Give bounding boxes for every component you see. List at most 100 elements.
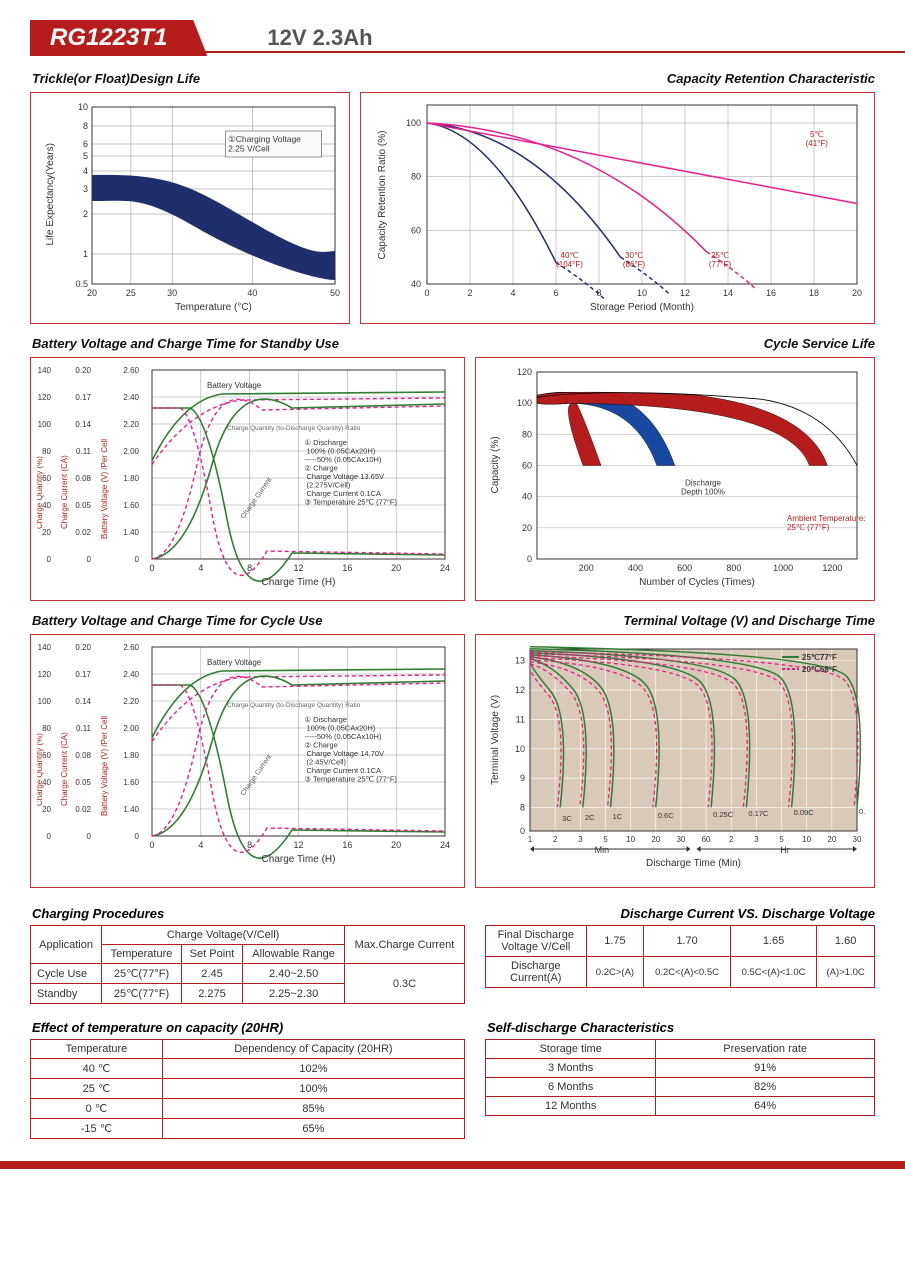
svg-text:Charge Current (CA): Charge Current (CA) [60,732,69,806]
svg-text:Charge Time (H): Charge Time (H) [262,854,336,865]
svg-text:25℃77°F: 25℃77°F [802,653,837,662]
svg-text:14: 14 [723,288,733,298]
table4-title: Self-discharge Characteristics [487,1020,875,1035]
svg-text:20: 20 [522,523,532,533]
svg-text:2: 2 [553,835,558,844]
svg-text:0.11: 0.11 [76,724,92,733]
svg-text:2C: 2C [585,813,595,822]
svg-text:16: 16 [342,840,352,850]
svg-text:8: 8 [83,121,88,131]
svg-text:2.00: 2.00 [123,447,139,456]
svg-text:24: 24 [440,840,450,850]
svg-text:Capacity Retention Ratio (%): Capacity Retention Ratio (%) [377,131,388,260]
svg-text:60: 60 [411,225,421,235]
svg-text:20: 20 [852,288,862,298]
svg-text:120: 120 [38,393,52,402]
svg-text:4: 4 [198,563,203,573]
svg-text:Battery Voltage: Battery Voltage [207,381,262,390]
svg-text:0.14: 0.14 [75,697,91,706]
svg-text:40: 40 [247,288,257,298]
chart5-title: Battery Voltage and Charge Time for Cycl… [32,613,322,628]
svg-text:0.14: 0.14 [75,420,91,429]
svg-text:0.02: 0.02 [75,528,91,537]
svg-text:0.20: 0.20 [75,643,91,652]
header: RG1223T1 12V 2.3Ah [30,20,875,56]
chart3-panel: 04812162024000200.021.40400.051.60600.08… [30,357,465,601]
svg-text:5: 5 [83,151,88,161]
svg-text:0: 0 [47,832,52,841]
svg-text:2.20: 2.20 [123,697,139,706]
svg-text:16: 16 [342,563,352,573]
svg-text:3: 3 [578,835,583,844]
svg-text:6: 6 [83,139,88,149]
svg-text:DischargeDepth 100%: DischargeDepth 100% [681,479,725,497]
svg-text:0.05: 0.05 [75,501,91,510]
svg-text:Capacity (%): Capacity (%) [490,436,501,493]
table3-title: Effect of temperature on capacity (20HR) [32,1020,465,1035]
svg-text:2: 2 [729,835,734,844]
svg-text:2.20: 2.20 [123,420,139,429]
svg-text:Charge Current (CA): Charge Current (CA) [60,455,69,529]
svg-text:2: 2 [467,288,472,298]
svg-text:Temperature (°C): Temperature (°C) [175,302,252,313]
svg-text:50: 50 [330,288,340,298]
svg-text:12: 12 [680,288,690,298]
svg-text:80: 80 [42,447,51,456]
svg-text:40℃(104°F): 40℃(104°F) [556,251,583,269]
footer-bar [0,1161,905,1169]
svg-text:20: 20 [391,840,401,850]
svg-text:Storage Period (Month): Storage Period (Month) [590,302,694,313]
svg-text:0: 0 [527,554,532,564]
svg-text:1.40: 1.40 [123,805,139,814]
svg-text:100: 100 [406,118,421,128]
svg-text:0: 0 [424,288,429,298]
svg-text:0: 0 [135,832,140,841]
svg-text:400: 400 [628,563,643,573]
svg-text:100: 100 [38,420,52,429]
svg-text:25℃(77°F): 25℃(77°F) [709,251,732,269]
svg-text:Charge Current: Charge Current [240,754,273,798]
svg-text:0: 0 [149,563,154,573]
svg-text:2.40: 2.40 [123,670,139,679]
temperature-capacity-table: TemperatureDependency of Capacity (20HR)… [30,1039,465,1139]
svg-text:25: 25 [126,288,136,298]
chart5-panel: 04812162024000200.021.40400.051.60600.08… [30,634,465,888]
svg-text:1.40: 1.40 [123,528,139,537]
svg-text:0: 0 [135,555,140,564]
svg-text:Charge Quantity (%): Charge Quantity (%) [37,456,44,529]
svg-text:5℃(41°F): 5℃(41°F) [806,130,829,148]
svg-text:40: 40 [411,279,421,289]
svg-text:2.40: 2.40 [123,393,139,402]
svg-text:Battery Voltage (V) /Per Cell: Battery Voltage (V) /Per Cell [100,439,109,539]
svg-text:24: 24 [440,563,450,573]
svg-text:3C: 3C [562,814,572,823]
svg-text:800: 800 [726,563,741,573]
svg-text:100: 100 [38,697,52,706]
svg-text:0: 0 [87,832,92,841]
svg-text:0.09C: 0.09C [794,808,815,817]
svg-text:80: 80 [411,172,421,182]
svg-text:30℃(86°F): 30℃(86°F) [623,251,646,269]
discharge-current-voltage-table: Final Discharge Voltage V/Cell1.751.701.… [485,925,875,988]
table1-title: Charging Procedures [32,906,465,921]
svg-text:100: 100 [517,398,532,408]
svg-text:1200: 1200 [822,563,842,573]
svg-text:200: 200 [579,563,594,573]
svg-text:1: 1 [528,835,533,844]
svg-text:1000: 1000 [773,563,793,573]
chart6-panel: 891011121301235102030602351020303C2C1C0.… [475,634,875,888]
svg-text:Battery Voltage (V) /Per Cell: Battery Voltage (V) /Per Cell [100,716,109,816]
svg-text:Hr: Hr [780,845,790,855]
svg-text:0.17: 0.17 [75,670,91,679]
svg-text:120: 120 [38,670,52,679]
svg-text:① Discharge 100% (0.05CAx20H: ① Discharge 100% (0.05CAx20H)-----50% (0… [304,438,397,507]
svg-text:Discharge Time (Min): Discharge Time (Min) [646,858,741,869]
charging-procedures-table: ApplicationCharge Voltage(V/Cell)Max.Cha… [30,925,465,1004]
svg-text:5: 5 [603,835,608,844]
svg-text:Charge Time (H): Charge Time (H) [262,577,336,588]
svg-text:10: 10 [626,835,635,844]
svg-text:0.20: 0.20 [75,366,91,375]
svg-text:0.11: 0.11 [76,447,92,456]
svg-text:18: 18 [809,288,819,298]
svg-text:80: 80 [522,429,532,439]
